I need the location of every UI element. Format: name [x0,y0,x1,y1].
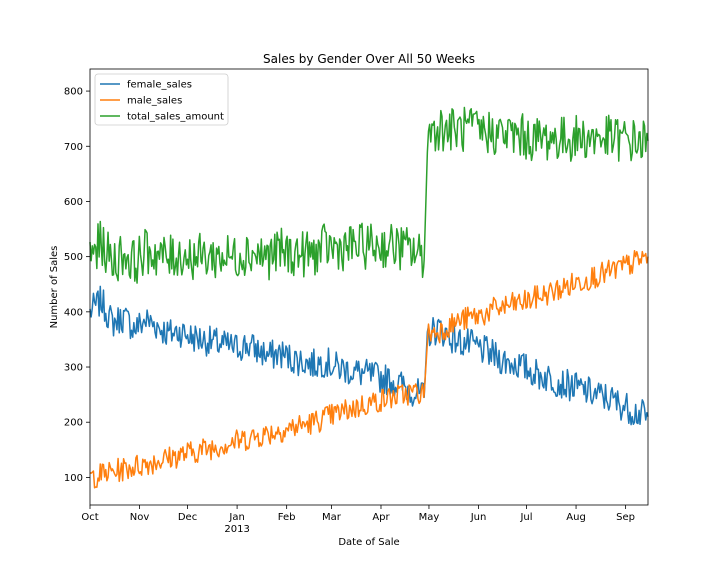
x-tick-label: Jan [228,512,244,523]
y-tick-label: 200 [64,418,83,429]
y-tick-label: 300 [64,363,83,374]
y-tick-label: 600 [64,197,83,208]
legend-box [94,73,229,126]
x-tick-year-label: 2013 [224,524,249,535]
legend-label-total_sales_amount: total_sales_amount [127,112,224,123]
x-tick-label: Dec [178,512,197,523]
x-tick-label: May [419,512,440,523]
y-tick-label: 800 [64,87,83,98]
x-tick-label: Apr [372,512,390,523]
series-line-total_sales_amount [89,106,649,284]
x-tick-label: Nov [130,512,150,523]
x-tick-label: Sep [616,512,635,523]
series-line-female_sales [89,285,649,426]
x-tick-label: Oct [81,512,98,523]
x-tick-label: Mar [322,512,342,523]
x-tick-label: Jun [470,512,487,523]
chart-title: Sales by Gender Over All 50 Weeks [263,52,475,66]
y-tick-label: 700 [64,142,83,153]
legend-label-male_sales: male_sales [127,96,182,107]
series-layer [89,106,649,489]
y-tick-label: 500 [64,252,83,263]
x-axis-label: Date of Sale [338,537,399,548]
plot-area [89,68,649,506]
x-tick-label: Feb [278,512,296,523]
series-line-male_sales [89,250,649,489]
y-axis-label: Number of Sales [49,246,60,329]
y-axis-ticks: 100 200 300 400 500 600 700 800 [64,87,90,484]
y-tick-label: 100 [64,473,83,484]
y-tick-label: 400 [64,307,83,318]
x-tick-label: Jul [519,512,532,523]
axes-frame [89,68,649,506]
legend-label-female_sales: female_sales [127,80,192,91]
legend: female_sales male_sales total_sales_amount [94,73,229,126]
x-tick-label: Aug [566,512,586,523]
